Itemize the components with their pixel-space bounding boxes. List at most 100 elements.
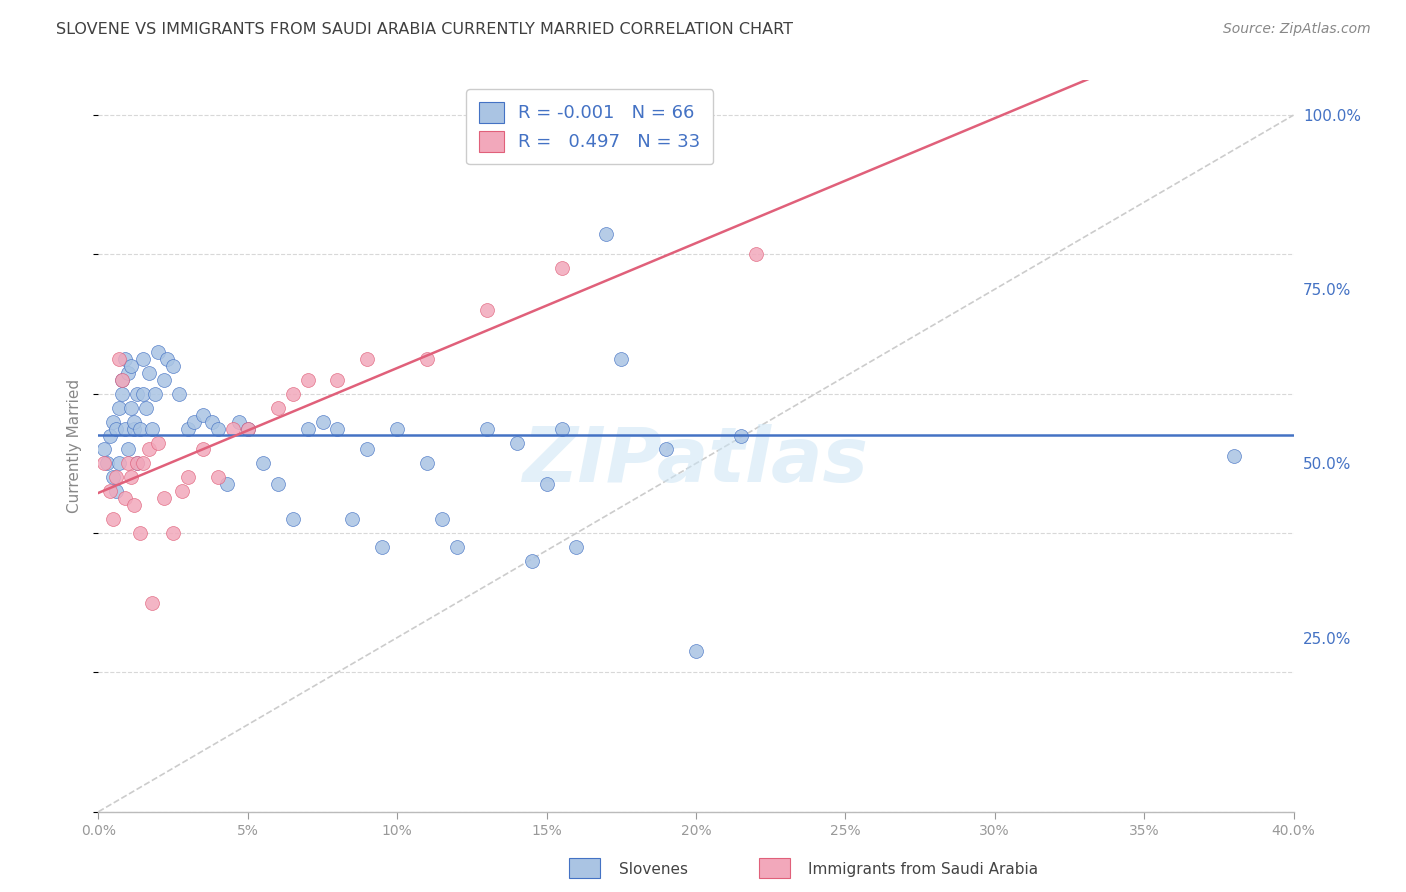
Point (201, 415, 224, 429)
Point (430, 512, 453, 526)
Point (111, 373, 134, 387)
Point (153, 491, 176, 506)
Point (114, 351, 136, 366)
Point (267, 401, 290, 415)
Point (228, 415, 250, 429)
Point (207, 421, 229, 435)
Point (108, 401, 131, 415)
Point (153, 373, 176, 387)
Point (156, 351, 179, 366)
Point (108, 457, 131, 471)
Point (100, 484, 122, 499)
Point (297, 373, 319, 387)
Text: Source: ZipAtlas.com: Source: ZipAtlas.com (1223, 22, 1371, 37)
Point (162, 359, 184, 373)
Point (356, 442, 378, 457)
Point (132, 351, 155, 366)
Point (93, 457, 115, 471)
Point (215, 477, 238, 491)
Point (132, 457, 155, 471)
Point (416, 457, 439, 471)
Point (191, 408, 214, 422)
Text: Immigrants from Saudi Arabia: Immigrants from Saudi Arabia (808, 863, 1039, 877)
Point (124, 421, 146, 435)
Point (191, 442, 214, 457)
Point (111, 373, 134, 387)
Point (141, 596, 163, 610)
Point (93, 442, 115, 457)
Point (127, 386, 149, 401)
Point (281, 512, 304, 526)
Point (177, 421, 200, 435)
Point (132, 386, 155, 401)
Point (207, 470, 229, 484)
Point (114, 421, 136, 435)
Point (565, 540, 588, 554)
Point (252, 457, 274, 471)
Point (183, 415, 205, 429)
Point (685, 644, 707, 658)
Point (222, 421, 245, 435)
Point (326, 373, 349, 387)
Point (124, 498, 146, 512)
Point (520, 554, 543, 568)
Point (550, 261, 572, 276)
Point (105, 470, 128, 484)
Point (745, 247, 768, 261)
Point (385, 421, 409, 435)
Point (141, 421, 163, 435)
Point (167, 386, 190, 401)
Point (117, 457, 139, 471)
Point (103, 415, 125, 429)
Point (120, 359, 142, 373)
Point (114, 491, 136, 506)
Legend: R = -0.001   N = 66, R =   0.497   N = 33: R = -0.001 N = 66, R = 0.497 N = 33 (465, 89, 713, 164)
Point (177, 470, 200, 484)
Point (105, 484, 128, 499)
Point (610, 351, 633, 366)
Point (129, 526, 152, 541)
Point (138, 442, 160, 457)
Point (267, 477, 290, 491)
Point (143, 386, 166, 401)
Point (236, 421, 259, 435)
Y-axis label: Currently Married: Currently Married (67, 379, 83, 513)
Point (135, 401, 157, 415)
Point (105, 421, 128, 435)
Point (162, 526, 184, 541)
Text: ZIPatlas: ZIPatlas (523, 424, 869, 498)
Text: Slovenes: Slovenes (619, 863, 688, 877)
Point (297, 421, 319, 435)
Point (730, 428, 752, 442)
Point (117, 442, 139, 457)
Point (111, 386, 134, 401)
Point (1223, 450, 1246, 464)
Point (124, 415, 146, 429)
Point (342, 512, 364, 526)
Point (138, 366, 160, 380)
Point (550, 421, 572, 435)
Point (655, 442, 678, 457)
Point (475, 421, 498, 435)
Point (356, 351, 378, 366)
Point (127, 457, 149, 471)
Point (103, 470, 125, 484)
Point (311, 415, 333, 429)
Point (326, 421, 349, 435)
Point (120, 401, 142, 415)
Point (117, 366, 139, 380)
Point (103, 512, 125, 526)
Point (236, 421, 259, 435)
Point (595, 227, 617, 241)
Point (506, 435, 529, 450)
Point (100, 428, 122, 442)
Point (536, 477, 558, 491)
Point (120, 470, 142, 484)
Point (416, 351, 439, 366)
Point (172, 484, 194, 499)
Point (281, 386, 304, 401)
Point (475, 303, 498, 318)
Point (129, 421, 152, 435)
Point (148, 435, 170, 450)
Point (108, 351, 131, 366)
